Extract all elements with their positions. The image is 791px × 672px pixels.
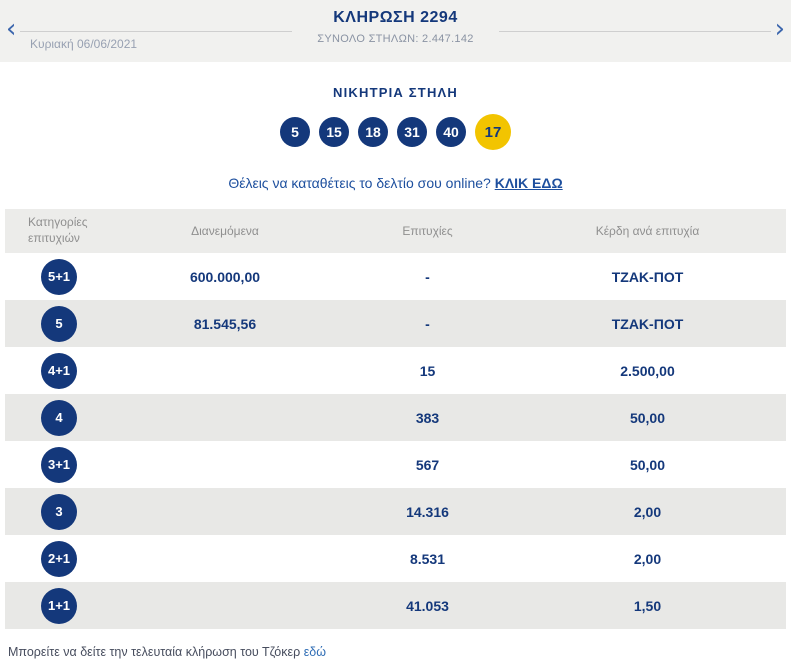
online-prompt: Θέλεις να καταθέτεις το δελτίο σου onlin…: [0, 175, 791, 191]
category-badge: 4+1: [41, 352, 77, 389]
footer-note: Μπορείτε να δείτε την τελευταία κλήρωση …: [8, 645, 783, 659]
category-badge: 5: [41, 305, 77, 342]
total-columns: ΣΥΝΟΛΟ ΣΤΗΛΩΝ: 2.447.142: [317, 33, 474, 45]
col-header-winnings: Κέρδη ανά επιτυχία: [595, 224, 700, 238]
table-row: 1+1 41.053 1,50: [5, 582, 786, 629]
results-table: Κατηγορίες επιτυχιών Διανεμόμενα Επιτυχί…: [5, 209, 786, 629]
table-row: 5 81.545,56 - ΤΖΑΚ-ΠΟΤ: [5, 300, 786, 347]
successes-value: -: [425, 315, 430, 332]
successes-value: -: [425, 268, 430, 285]
number-ball: 18: [358, 117, 388, 147]
table-row: 4+1 15 2.500,00: [5, 347, 786, 394]
chevron-left-icon[interactable]: ‹: [6, 14, 17, 44]
online-prompt-text: Θέλεις να καταθέτεις το δελτίο σου onlin…: [228, 175, 491, 191]
winnings-value: 50,00: [629, 456, 666, 473]
footer-text: Μπορείτε να δείτε την τελευταία κλήρωση …: [8, 645, 301, 659]
winnings-value: 1,50: [633, 597, 662, 614]
category-badge: 1+1: [41, 587, 77, 624]
successes-value: 14.316: [406, 503, 449, 520]
winning-column-section: ΝΙΚΗΤΡΙΑ ΣΤΗΛΗ 5 15 18 31 40 17 Θέλεις ν…: [0, 62, 791, 191]
category-badge: 2+1: [41, 540, 77, 577]
click-here-link[interactable]: ΚΛΙΚ ΕΔΩ: [494, 175, 563, 191]
header-divider-right: [499, 31, 771, 32]
draw-date: Κυριακή 06/06/2021: [30, 37, 138, 51]
number-ball: 5: [280, 117, 310, 147]
latest-draw-link[interactable]: εδώ: [303, 645, 326, 659]
table-row: 4 383 50,00: [5, 394, 786, 441]
joker-number-ball: 17: [475, 114, 511, 150]
col-header-distributed: Διανεμόμενα: [191, 224, 259, 238]
distributed-value: 81.545,56: [193, 315, 257, 332]
successes-value: 15: [419, 362, 436, 379]
successes-value: 41.053: [406, 597, 449, 614]
category-badge: 3+1: [41, 446, 77, 483]
chevron-right-icon[interactable]: ›: [774, 14, 785, 44]
table-row: 3 14.316 2,00: [5, 488, 786, 535]
header-divider-left: [20, 31, 292, 32]
winnings-value: 2,00: [633, 550, 662, 567]
category-badge: 5+1: [41, 258, 77, 295]
table-row: 3+1 567 50,00: [5, 441, 786, 488]
successes-value: 8.531: [409, 550, 446, 567]
winnings-value: 2.500,00: [620, 362, 675, 379]
col-header-category: Κατηγορίες επιτυχιών: [28, 215, 88, 245]
distributed-value: 600.000,00: [189, 268, 261, 285]
winnings-value: 2,00: [633, 503, 662, 520]
number-ball: 15: [319, 117, 349, 147]
winnings-value: ΤΖΑΚ-ΠΟΤ: [611, 268, 684, 285]
successes-value: 383: [415, 409, 440, 426]
category-badge: 4: [41, 399, 77, 436]
winnings-value: 50,00: [629, 409, 666, 426]
winning-column-label: ΝΙΚΗΤΡΙΑ ΣΤΗΛΗ: [333, 85, 458, 100]
winning-numbers: 5 15 18 31 40 17: [0, 114, 791, 150]
number-ball: 40: [436, 117, 466, 147]
table-row: 5+1 600.000,00 - ΤΖΑΚ-ΠΟΤ: [5, 253, 786, 300]
winnings-value: ΤΖΑΚ-ΠΟΤ: [611, 315, 684, 332]
table-row: 2+1 8.531 2,00: [5, 535, 786, 582]
col-header-successes: Επιτυχίες: [402, 224, 453, 238]
number-ball: 31: [397, 117, 427, 147]
draw-header: ‹ Κυριακή 06/06/2021 ΚΛΗΡΩΣΗ 2294 ΣΥΝΟΛΟ…: [0, 0, 791, 62]
draw-title: ΚΛΗΡΩΣΗ 2294: [333, 9, 458, 26]
table-header-row: Κατηγορίες επιτυχιών Διανεμόμενα Επιτυχί…: [5, 209, 786, 253]
successes-value: 567: [415, 456, 440, 473]
category-badge: 3: [41, 493, 77, 530]
